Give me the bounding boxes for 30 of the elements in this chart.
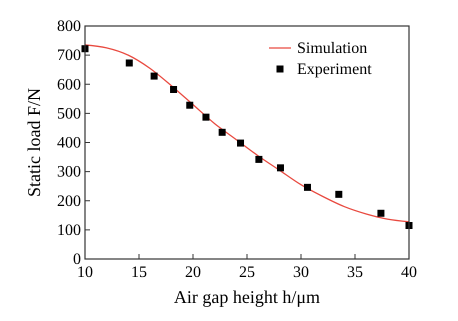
y-tick-label: 300 bbox=[57, 164, 81, 181]
point bbox=[126, 59, 133, 66]
point bbox=[202, 114, 210, 121]
y-axis-title: Static load F/N bbox=[24, 88, 44, 197]
point bbox=[218, 128, 226, 136]
x-tick-label: 15 bbox=[131, 264, 147, 281]
y-tick-label: 400 bbox=[57, 134, 81, 152]
point bbox=[304, 184, 311, 191]
y-tick-label: 100 bbox=[57, 222, 81, 239]
x-tick-label: 35 bbox=[347, 264, 363, 281]
point bbox=[186, 102, 194, 109]
legend-label: Simulation bbox=[297, 40, 368, 57]
point bbox=[335, 190, 342, 198]
point bbox=[276, 164, 284, 172]
x-tick-label: 20 bbox=[185, 264, 201, 281]
point bbox=[170, 86, 178, 93]
point bbox=[237, 140, 244, 147]
point bbox=[377, 210, 384, 217]
y-tick-label: 200 bbox=[57, 192, 81, 210]
x-tick-label: 25 bbox=[239, 264, 255, 281]
x-tick-label: 30 bbox=[293, 264, 309, 281]
x-tick-label: 40 bbox=[401, 264, 417, 281]
y-tick-label: 700 bbox=[57, 47, 81, 64]
y-tick-label: 800 bbox=[57, 18, 81, 35]
y-tick-label: 500 bbox=[57, 105, 81, 122]
point bbox=[255, 156, 262, 163]
point bbox=[150, 72, 158, 80]
x-axis-title: Air gap height h/μm bbox=[174, 287, 320, 307]
legend-label: Experiment bbox=[297, 61, 372, 78]
y-tick-label: 600 bbox=[57, 76, 81, 94]
